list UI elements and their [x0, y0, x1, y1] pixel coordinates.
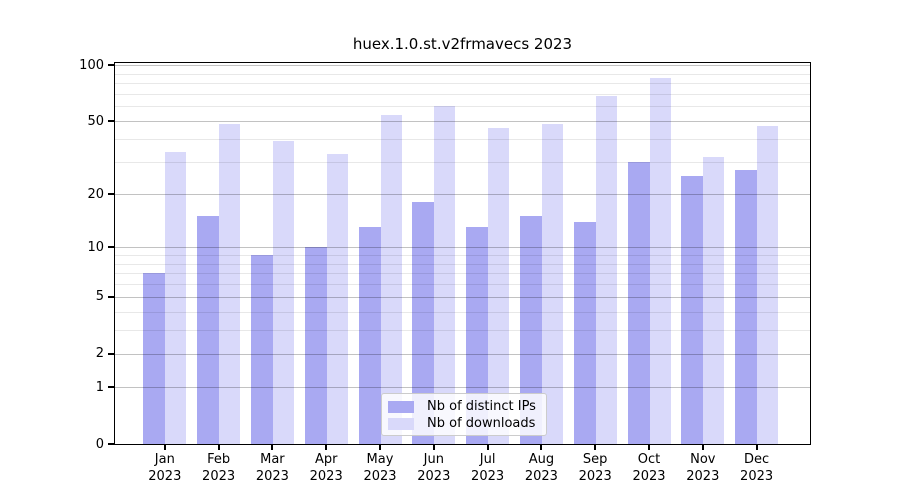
bar-distinct-ips — [250, 254, 273, 444]
x-tick-label: Sep 2023 — [578, 452, 612, 484]
y-tick — [108, 443, 114, 445]
legend-label: Nb of downloads — [427, 416, 536, 431]
bar-downloads — [326, 154, 348, 444]
gridline-minor — [114, 254, 810, 256]
x-tick — [432, 445, 435, 450]
bar-downloads — [541, 124, 563, 444]
x-tick — [701, 445, 704, 450]
gridline-major — [114, 387, 810, 389]
bar-distinct-ips — [627, 162, 650, 444]
bar-downloads — [219, 124, 241, 444]
chart-title: huex.1.0.st.v2frmavecs 2023 — [352, 35, 573, 53]
y-tick — [108, 120, 114, 123]
y-tick-label: 50 — [87, 113, 104, 129]
y-tick — [108, 352, 114, 355]
gridline-major — [114, 247, 810, 249]
gridline-minor — [114, 330, 810, 332]
x-tick-label: Jul 2023 — [471, 452, 505, 484]
legend: Nb of distinct IPs Nb of downloads — [381, 393, 547, 436]
gridline-major — [114, 296, 810, 298]
bar-distinct-ips — [197, 216, 220, 444]
gridline-major — [114, 194, 810, 195]
bar-distinct-ips — [358, 227, 381, 444]
x-tick-label: Aug 2023 — [524, 452, 558, 484]
x-tick-label: Jun 2023 — [417, 452, 451, 484]
legend-label: Nb of distinct IPs — [427, 399, 536, 414]
x-tick — [217, 445, 220, 450]
gridline-minor — [114, 139, 810, 140]
gridline-major — [114, 65, 810, 66]
bar-downloads — [703, 156, 725, 444]
x-tick-label: Oct 2023 — [632, 452, 666, 484]
gridline-major — [114, 121, 810, 123]
x-tick — [325, 445, 328, 450]
x-tick-label: Mar 2023 — [255, 452, 289, 484]
y-tick — [108, 193, 114, 195]
bar-downloads — [757, 126, 779, 444]
x-tick-label: Jan 2023 — [148, 452, 182, 484]
x-tick — [379, 445, 381, 450]
gridline-minor — [114, 273, 810, 275]
bar-downloads — [165, 152, 187, 444]
x-tick — [486, 445, 489, 450]
y-tick-label: 5 — [95, 289, 104, 305]
y-tick-label: 1 — [95, 379, 104, 395]
gridline-minor — [114, 106, 810, 108]
bar-distinct-ips — [466, 227, 489, 444]
bar-distinct-ips — [412, 202, 435, 444]
bar-distinct-ips — [304, 247, 327, 444]
bar-downloads — [595, 96, 617, 444]
bar-downloads — [272, 141, 294, 444]
gridline-minor — [114, 93, 810, 95]
y-tick-label: 10 — [87, 239, 104, 255]
bar-distinct-ips — [735, 170, 758, 444]
y-tick — [108, 386, 114, 389]
x-tick — [755, 445, 758, 450]
gridline-major — [114, 353, 810, 355]
bar-distinct-ips — [143, 273, 166, 444]
bar-downloads — [434, 106, 456, 444]
y-tick — [108, 295, 114, 298]
gridline-minor — [114, 83, 810, 85]
x-tick-label: May 2023 — [363, 452, 397, 484]
gridline-minor — [114, 284, 810, 286]
gridline-minor — [114, 162, 810, 163]
x-tick-label: Nov 2023 — [686, 452, 720, 484]
gridline-minor — [114, 263, 810, 265]
y-tick — [108, 64, 114, 66]
bar-distinct-ips — [519, 216, 542, 444]
x-tick — [648, 445, 650, 450]
x-tick-label: Dec 2023 — [740, 452, 774, 484]
x-tick — [540, 445, 543, 450]
legend-swatch — [388, 400, 414, 413]
gridline-minor — [114, 73, 810, 75]
bar-downloads — [380, 114, 402, 444]
bar-distinct-ips — [681, 176, 704, 444]
y-tick-label: 0 — [95, 436, 104, 452]
y-tick — [108, 246, 114, 249]
bar-distinct-ips — [573, 221, 596, 444]
x-tick-label: Feb 2023 — [202, 452, 236, 484]
bar-downloads — [488, 127, 510, 444]
legend-row: Nb of distinct IPs — [388, 398, 540, 415]
x-tick — [163, 445, 166, 450]
legend-row: Nb of downloads — [388, 415, 540, 432]
legend-swatch — [388, 417, 414, 430]
x-tick-label: Apr 2023 — [309, 452, 343, 484]
y-tick-label: 20 — [87, 186, 104, 202]
y-tick-label: 100 — [79, 57, 104, 73]
y-tick-label: 2 — [95, 346, 104, 362]
x-tick — [594, 445, 597, 450]
bar-downloads — [649, 78, 671, 444]
gridline-minor — [114, 311, 810, 313]
x-tick — [271, 445, 274, 450]
